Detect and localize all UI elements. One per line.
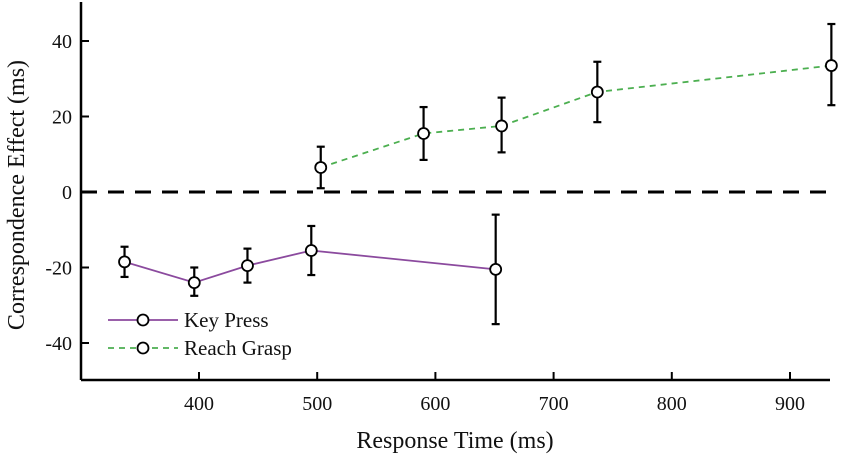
x-axis-title: Response Time (ms) xyxy=(356,428,553,454)
x-tick-label: 600 xyxy=(420,393,450,415)
legend: Key Press Reach Grasp xyxy=(108,308,292,360)
data-point-reach-grasp xyxy=(590,85,604,99)
data-point-key-press xyxy=(118,255,131,269)
legend-marker-reach-grasp xyxy=(136,341,150,355)
y-tick-label: 40 xyxy=(52,31,72,53)
legend-label-key-press: Key Press xyxy=(184,308,269,332)
x-tick-label: 500 xyxy=(302,393,332,415)
data-point-reach-grasp xyxy=(824,59,838,72)
data-point-reach-grasp xyxy=(417,127,430,140)
x-tick-label: 400 xyxy=(184,393,214,415)
y-ticks: -40 -20 0 20 40 xyxy=(45,31,89,355)
y-axis-title: Correspondence Effect (ms) xyxy=(4,60,30,330)
series-key-press xyxy=(118,213,503,326)
series-layer xyxy=(118,22,838,326)
data-point-key-press xyxy=(241,259,254,273)
data-point-reach-grasp xyxy=(495,119,508,133)
series-reach-grasp xyxy=(314,22,838,190)
x-tick-label: 800 xyxy=(657,393,687,415)
series-line-reach-grasp xyxy=(320,64,832,169)
legend-label-reach-grasp: Reach Grasp xyxy=(184,336,292,360)
data-point-key-press xyxy=(304,244,318,257)
y-tick-label: 0 xyxy=(62,182,72,204)
data-point-key-press xyxy=(489,262,503,276)
x-ticks: 400 500 600 700 800 900 xyxy=(184,372,805,415)
x-tick-label: 700 xyxy=(539,393,569,415)
y-tick-label: -20 xyxy=(45,258,72,280)
x-tick-label: 900 xyxy=(775,393,805,415)
y-tick-label: 20 xyxy=(52,107,72,129)
data-point-reach-grasp xyxy=(314,161,328,174)
data-point-key-press xyxy=(187,276,201,290)
y-tick-label: -40 xyxy=(45,333,72,355)
legend-marker-key-press xyxy=(136,313,150,327)
